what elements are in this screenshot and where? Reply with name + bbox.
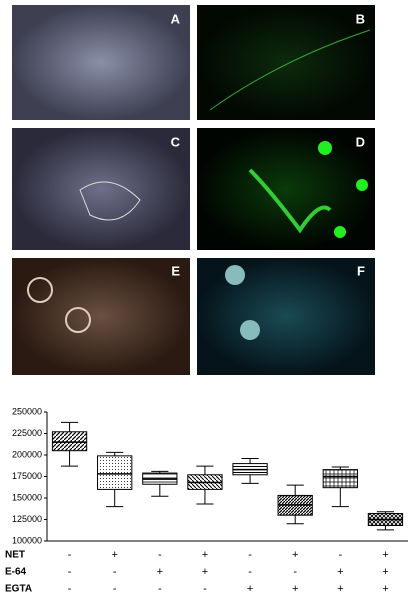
fluorescence: [248, 168, 332, 234]
panel-label: C: [171, 134, 181, 149]
condition-mark: -: [248, 549, 252, 561]
condition-mark: -: [113, 583, 117, 594]
panel-image: [12, 128, 190, 250]
condition-mark: -: [293, 566, 297, 578]
condition-name: EGTA: [5, 584, 32, 594]
y-tick-label: 150000: [12, 492, 42, 502]
condition-mark: -: [113, 566, 117, 578]
panel-label: D: [356, 134, 365, 149]
panel-image: [12, 5, 190, 120]
condition-mark: +: [382, 583, 388, 594]
cell: [356, 179, 368, 191]
condition-mark: -: [203, 583, 207, 594]
condition-mark: +: [111, 549, 117, 561]
cell: [240, 320, 260, 340]
micrographs: [12, 5, 375, 375]
condition-mark: -: [68, 583, 72, 594]
condition-mark: +: [337, 566, 343, 578]
y-tick-label: 175000: [12, 471, 42, 481]
condition-mark: -: [68, 549, 72, 561]
box: [51, 431, 88, 452]
panel-label: B: [356, 11, 365, 26]
y-tick-label: 200000: [12, 449, 42, 459]
condition-mark: +: [337, 583, 343, 594]
panel-image: [12, 258, 190, 375]
cell: [334, 226, 346, 238]
condition-name: NET: [5, 550, 25, 561]
condition-mark: +: [247, 583, 253, 594]
panel-label: F: [357, 263, 365, 278]
condition-mark: -: [338, 549, 342, 561]
box: [97, 455, 133, 490]
y-tick-label: 225000: [12, 428, 42, 438]
condition-mark: +: [382, 566, 388, 578]
cell: [27, 277, 53, 303]
y-tick-label: 100000: [12, 535, 42, 545]
condition-mark: +: [382, 549, 388, 561]
condition-mark: -: [248, 566, 252, 578]
condition-name: E-64: [5, 567, 27, 578]
condition-mark: +: [202, 566, 208, 578]
condition-mark: +: [202, 549, 208, 561]
fluorescence: [209, 29, 371, 111]
y-tick-label: 250000: [12, 406, 42, 416]
condition-mark: +: [157, 566, 163, 578]
panel-label: A: [171, 11, 181, 26]
condition-mark: -: [158, 549, 162, 561]
condition-mark: -: [68, 566, 72, 578]
cell: [65, 307, 91, 333]
box: [322, 469, 358, 489]
panel-image: [197, 258, 375, 375]
panel-label: E: [171, 263, 180, 278]
cell: [225, 265, 245, 285]
condition-mark: +: [292, 583, 298, 594]
condition-mark: -: [158, 583, 162, 594]
panel-image: [197, 128, 375, 250]
cell: [318, 141, 332, 155]
y-tick-label: 125000: [12, 514, 42, 524]
cluster: [79, 181, 141, 221]
panel-image: [197, 5, 375, 120]
condition-mark: +: [292, 549, 298, 561]
